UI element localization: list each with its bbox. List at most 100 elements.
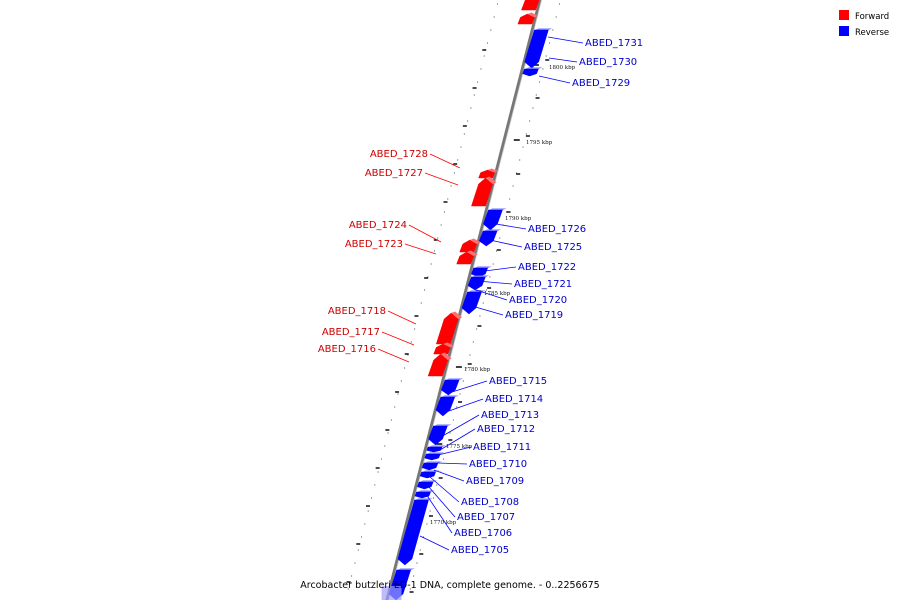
gene-block bbox=[416, 481, 434, 490]
gene-block-top bbox=[440, 352, 452, 360]
scale-label: 1770 kbp bbox=[430, 520, 457, 526]
gene-leader-line bbox=[387, 310, 417, 325]
scale-ticks: 1800 kbp 1795 kbp 1790 kbp 1785 kbp 1780 kbp… bbox=[346, 3, 576, 593]
gene-leader-line bbox=[408, 224, 442, 243]
gene-leader-line bbox=[437, 446, 472, 456]
gene-block-top bbox=[445, 378, 464, 380]
gene-label: ABED_1719 bbox=[505, 310, 563, 321]
gene-leader-line bbox=[437, 462, 468, 465]
gene-label: ABED_1713 bbox=[481, 410, 539, 421]
gene-label: ABED_1722 bbox=[518, 262, 576, 273]
gene-label: ABED_1714 bbox=[485, 394, 543, 405]
gene-leader-line bbox=[377, 348, 410, 363]
gene-block bbox=[397, 499, 429, 566]
gene-leader-line bbox=[547, 36, 584, 44]
gene-block-top bbox=[471, 275, 490, 277]
gene-label: ABED_1723 bbox=[345, 239, 403, 250]
gene-block-top bbox=[421, 470, 440, 472]
gene-label: ABED_1725 bbox=[524, 242, 582, 253]
gene-label: ABED_1731 bbox=[585, 38, 643, 49]
gene-label: ABED_1711 bbox=[473, 442, 531, 453]
legend-reverse-swatch bbox=[839, 26, 849, 36]
gene-label: ABED_1728 bbox=[370, 149, 428, 160]
gene-leader-line bbox=[438, 414, 480, 439]
genome-caption: Arcobacter butzleri ED-1 DNA, complete g… bbox=[300, 580, 599, 591]
gene-block-top bbox=[443, 342, 455, 348]
gene-label: ABED_1729 bbox=[572, 78, 630, 89]
gene-leader-line bbox=[429, 476, 460, 503]
gene-block-top bbox=[488, 208, 507, 210]
gene-block bbox=[521, 0, 540, 11]
gene-block bbox=[467, 276, 486, 291]
gene-features bbox=[381, 0, 553, 600]
scale-label: 1780 kbp bbox=[464, 367, 491, 373]
gene-label: ABED_1730 bbox=[579, 57, 637, 68]
gene-block-top bbox=[440, 395, 459, 397]
scale-label: 1785 kbp bbox=[484, 291, 511, 297]
gene-leader-line bbox=[548, 57, 578, 63]
gene-label: ABED_1726 bbox=[528, 224, 586, 235]
gene-leader-line bbox=[427, 485, 456, 518]
gene-block-top bbox=[451, 311, 463, 319]
gene-label: ABED_1716 bbox=[318, 344, 376, 355]
gene-leader-line bbox=[419, 535, 450, 551]
gene-leader-line bbox=[429, 153, 461, 169]
gene-block-top bbox=[534, 28, 553, 30]
gene-leader-line bbox=[489, 239, 523, 248]
gene-label: ABED_1724 bbox=[349, 220, 407, 231]
gene-leader-line bbox=[424, 172, 459, 186]
gene-block bbox=[421, 462, 439, 471]
legend-forward-label: Forward bbox=[855, 12, 889, 22]
gene-leader-line bbox=[476, 266, 517, 273]
gene-block-top bbox=[416, 490, 435, 492]
gene-label: ABED_1727 bbox=[365, 168, 423, 179]
gene-block-top bbox=[469, 238, 481, 244]
legend: Forward Reverse bbox=[839, 10, 889, 38]
gene-block-top bbox=[396, 568, 415, 570]
gene-leader-line bbox=[495, 223, 527, 230]
gene-label: ABED_1717 bbox=[322, 327, 380, 338]
gene-label: ABED_1718 bbox=[328, 306, 386, 317]
scale-label: 1775 kbp bbox=[446, 444, 473, 450]
gene-labels: ABED_1731 ABED_1730 ABED_1729 ABED_1728 ABED… bbox=[318, 36, 643, 556]
gene-block-top bbox=[473, 266, 492, 268]
gene-label: ABED_1720 bbox=[509, 295, 567, 306]
backbone-line bbox=[385, 0, 542, 600]
gene-leader-line bbox=[451, 380, 488, 393]
gene-leader-line bbox=[381, 331, 415, 346]
legend-reverse-label: Reverse bbox=[855, 28, 889, 38]
gene-block-top bbox=[433, 424, 452, 426]
gene-block-top bbox=[527, 12, 539, 18]
gene-label: ABED_1715 bbox=[489, 376, 547, 387]
gene-block-top bbox=[419, 480, 438, 482]
gene-leader-line bbox=[404, 243, 437, 255]
gene-leader-line bbox=[445, 398, 484, 413]
gene-block bbox=[426, 446, 443, 453]
gene-label: ABED_1708 bbox=[461, 497, 519, 508]
scale-label: 1790 kbp bbox=[505, 216, 532, 222]
gene-block-top bbox=[485, 176, 497, 184]
gene-label: ABED_1721 bbox=[514, 279, 572, 290]
gene-leader-line bbox=[538, 75, 571, 84]
gene-block-top bbox=[524, 67, 543, 69]
gene-block bbox=[517, 13, 535, 25]
gene-block-top bbox=[467, 290, 486, 292]
gene-block-top bbox=[414, 498, 433, 500]
gene-block-top bbox=[423, 461, 442, 463]
gene-label: ABED_1709 bbox=[466, 476, 524, 487]
gene-block bbox=[419, 471, 437, 479]
gene-label: ABED_1707 bbox=[457, 512, 515, 523]
gene-label: ABED_1710 bbox=[469, 459, 527, 470]
scale-label: 1800 kbp bbox=[549, 65, 576, 71]
gene-label: ABED_1706 bbox=[454, 528, 512, 539]
gene-leader-line bbox=[476, 280, 513, 285]
gene-label: ABED_1705 bbox=[451, 545, 509, 556]
gene-block bbox=[522, 68, 539, 77]
gene-leader-line bbox=[475, 289, 508, 301]
gene-block-top bbox=[483, 229, 502, 231]
gene-leader-line bbox=[433, 469, 465, 482]
legend-forward-swatch bbox=[839, 10, 849, 20]
gene-leader-line bbox=[439, 428, 476, 451]
